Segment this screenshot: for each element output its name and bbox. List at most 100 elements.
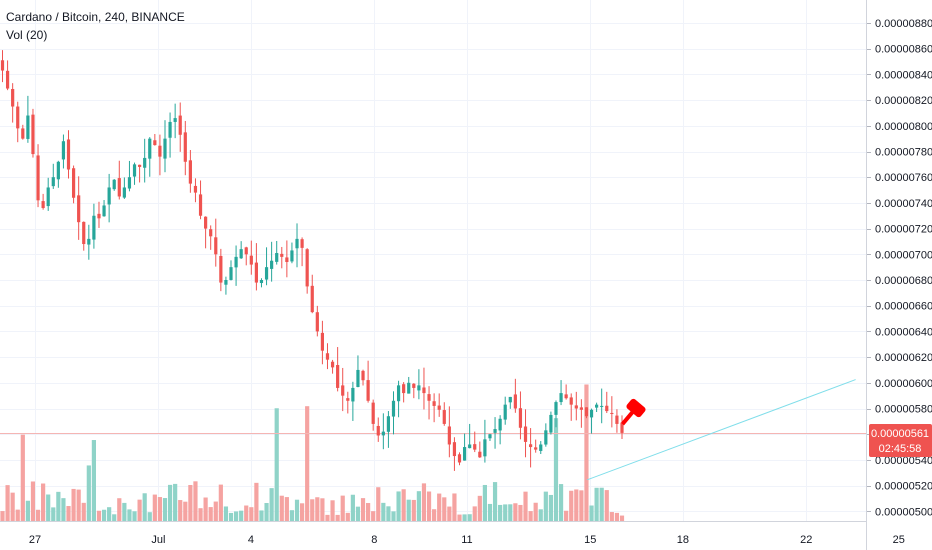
volume-bar bbox=[579, 490, 584, 521]
volume-bar bbox=[239, 510, 244, 521]
volume-bar bbox=[198, 508, 203, 521]
gavel-icon bbox=[620, 398, 646, 426]
candle-body bbox=[51, 177, 55, 187]
volume-bar bbox=[228, 512, 234, 521]
volume-bar bbox=[20, 434, 25, 521]
time-axis[interactable]: 27Jul48111518222529Aug bbox=[0, 521, 932, 547]
candle-body bbox=[336, 365, 340, 388]
price-axis-label: 0.00000740 bbox=[875, 198, 932, 210]
volume-bar bbox=[457, 514, 462, 521]
candle-body bbox=[148, 138, 152, 159]
candle-body bbox=[417, 385, 421, 391]
candle-body bbox=[158, 145, 162, 157]
time-axis-label: 25 bbox=[893, 534, 905, 546]
candles bbox=[0, 50, 624, 471]
candle-body bbox=[254, 262, 258, 283]
price-axis-label: 0.00000620 bbox=[875, 352, 932, 364]
volume-bar bbox=[477, 495, 482, 521]
volume-bar bbox=[421, 483, 427, 521]
candle-body bbox=[518, 408, 523, 428]
candle-body bbox=[437, 405, 441, 410]
volume-bar bbox=[513, 503, 518, 521]
price-axis-label: 0.00000760 bbox=[875, 172, 932, 184]
price-tag-countdown: 02:45:58 bbox=[879, 443, 922, 455]
volume-bar bbox=[564, 510, 569, 521]
candle-body bbox=[595, 404, 599, 408]
candle-body bbox=[493, 429, 497, 433]
candle-body bbox=[371, 402, 375, 424]
candle-body bbox=[315, 312, 319, 332]
volume-bar bbox=[401, 489, 406, 521]
volume-bar bbox=[498, 504, 503, 521]
volume-bar bbox=[447, 506, 452, 521]
candle-body bbox=[544, 430, 548, 445]
volume-bar bbox=[487, 503, 493, 521]
candle-body bbox=[574, 405, 578, 409]
price-tag-box bbox=[869, 424, 932, 457]
candle-body bbox=[457, 454, 462, 463]
volume-bar bbox=[518, 504, 523, 521]
candle-body bbox=[132, 164, 137, 177]
volume-bar bbox=[91, 440, 97, 521]
candle-body bbox=[214, 237, 218, 255]
candle-body bbox=[31, 114, 35, 155]
volume-bar bbox=[203, 497, 208, 521]
volume-bar bbox=[51, 507, 56, 521]
price-axis-label: 0.00000600 bbox=[875, 378, 932, 390]
candle-body bbox=[249, 255, 253, 265]
volume-bar bbox=[294, 499, 300, 521]
volume-bar bbox=[538, 509, 543, 521]
price-axis-label: 0.00000780 bbox=[875, 147, 932, 159]
candle-body bbox=[366, 380, 370, 401]
candle-body bbox=[188, 160, 192, 184]
volume-bar bbox=[340, 495, 345, 521]
candle-body bbox=[163, 138, 167, 159]
volume-bar bbox=[508, 504, 513, 521]
volume-bar bbox=[482, 484, 487, 521]
volume-bar bbox=[284, 497, 289, 521]
volume-bar bbox=[376, 487, 381, 521]
price-axis-label: 0.00000820 bbox=[875, 95, 932, 107]
candle-body bbox=[422, 387, 426, 394]
volume-indicator-label[interactable]: Vol (20) bbox=[6, 28, 48, 42]
price-axis-label: 0.00000860 bbox=[875, 44, 932, 56]
volume-bar bbox=[350, 494, 355, 521]
candle-body bbox=[427, 394, 431, 401]
volume-bar bbox=[548, 494, 554, 521]
volume-bar bbox=[254, 482, 259, 521]
price-axis[interactable]: 0.000005000.000005200.000005400.00000560… bbox=[866, 0, 932, 550]
candle-body bbox=[285, 257, 289, 263]
trendline[interactable] bbox=[587, 379, 856, 481]
volume-bar bbox=[15, 509, 20, 521]
candle-body bbox=[102, 205, 106, 217]
candle-body bbox=[589, 409, 594, 418]
candle-body bbox=[21, 128, 25, 139]
volume-bar bbox=[452, 493, 457, 521]
volume-bar bbox=[492, 482, 498, 521]
price-axis-label: 0.00000580 bbox=[875, 404, 932, 416]
volume-bar bbox=[188, 484, 193, 521]
volume-bar bbox=[426, 491, 432, 521]
candle-body bbox=[554, 402, 558, 415]
volume-bar bbox=[411, 499, 416, 521]
volume-bar bbox=[76, 489, 81, 521]
volume-bar bbox=[406, 499, 411, 521]
candle-body bbox=[16, 106, 20, 129]
price-axis-label: 0.00000500 bbox=[875, 506, 932, 518]
candle-body bbox=[452, 442, 457, 457]
candle-body bbox=[407, 382, 411, 394]
time-axis-label: 11 bbox=[461, 534, 472, 546]
volume-bar bbox=[523, 491, 528, 521]
candle-body bbox=[615, 415, 619, 424]
volume-bar bbox=[264, 503, 269, 521]
candle-body bbox=[320, 332, 325, 351]
volume-bar bbox=[432, 509, 437, 521]
candle-body bbox=[605, 405, 609, 412]
volume-bar bbox=[289, 510, 295, 521]
gavel-head bbox=[626, 398, 646, 418]
candle-body bbox=[224, 280, 228, 285]
candle-body bbox=[351, 387, 355, 402]
price-tag-value: 0.00000561 bbox=[871, 428, 929, 440]
candle-body bbox=[87, 238, 91, 245]
